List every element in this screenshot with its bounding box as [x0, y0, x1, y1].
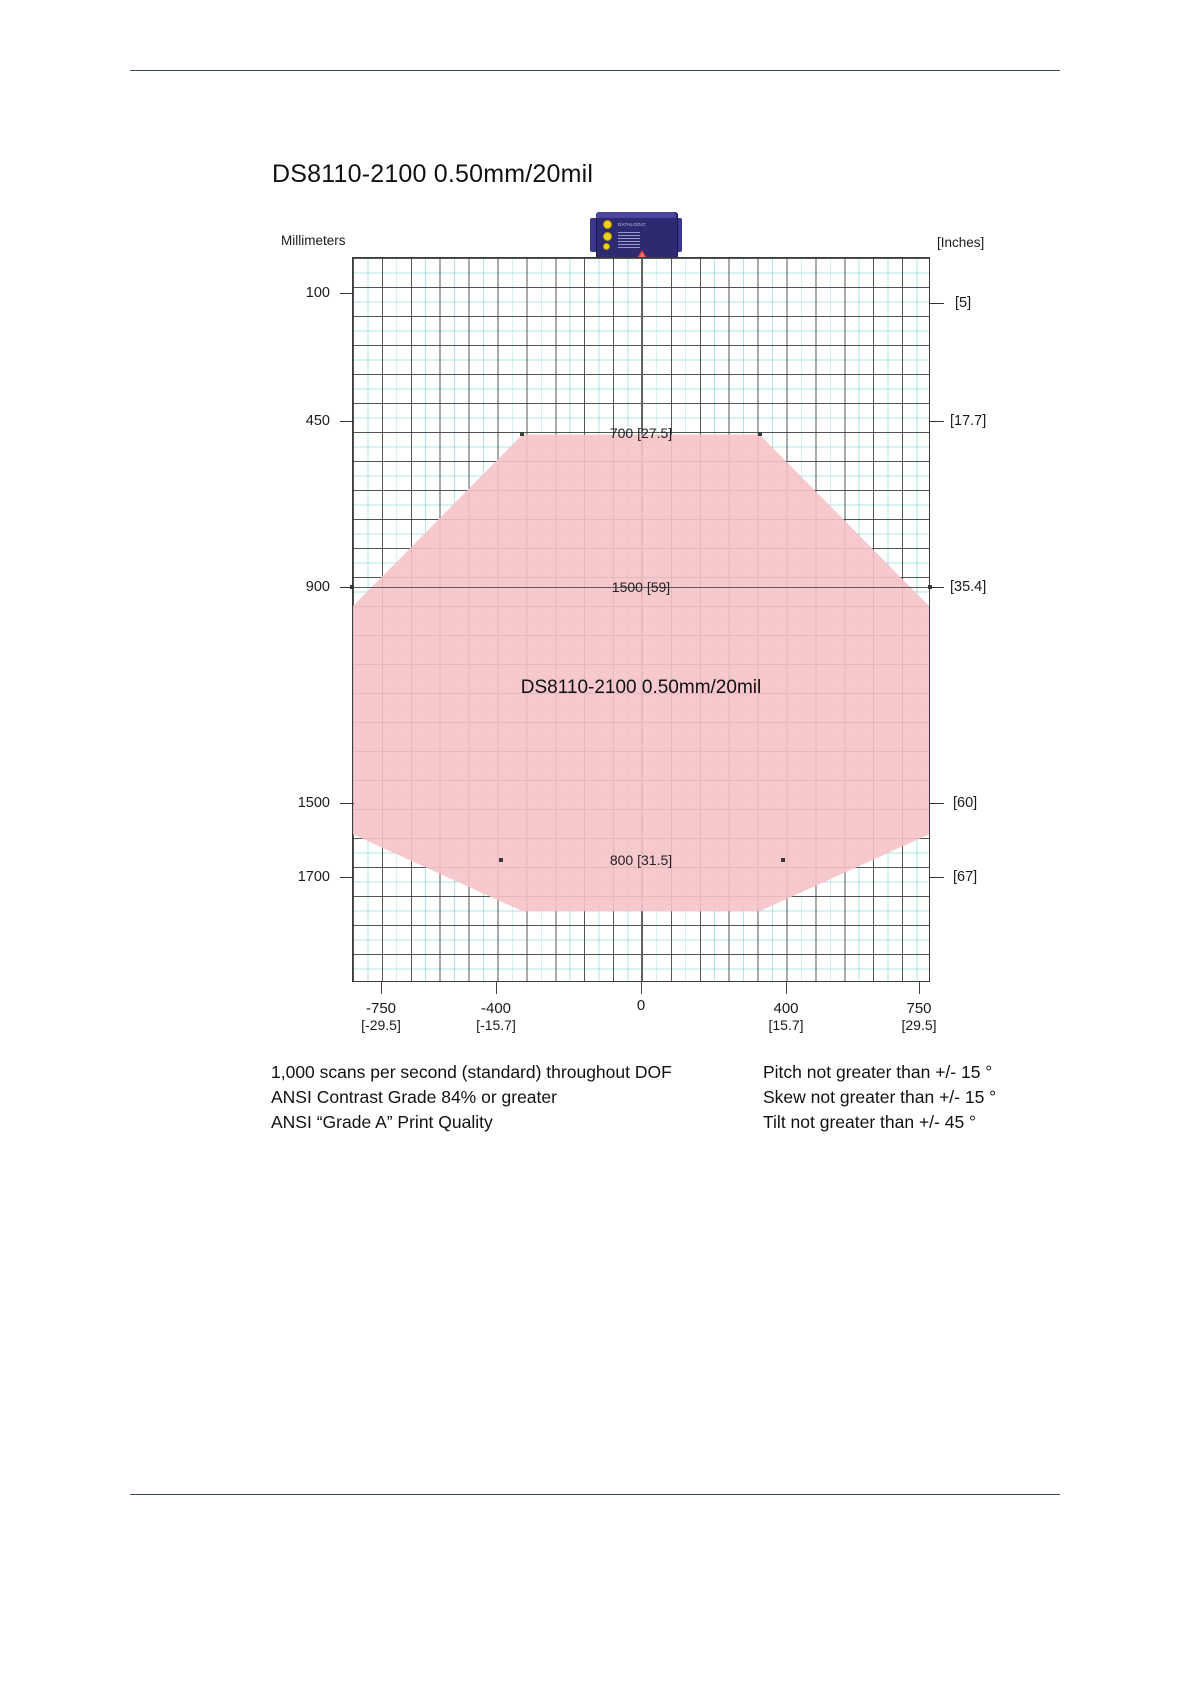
y-tick	[340, 803, 354, 804]
device-label-graphic	[618, 232, 640, 250]
x-sublabel-157: [15.7]	[768, 1017, 804, 1033]
y-label-in-67: [67]	[953, 869, 978, 885]
footer-rule	[130, 1494, 1060, 1495]
plot-area	[352, 257, 930, 982]
device-top-edge	[596, 212, 676, 218]
chart-inner-label: DS8110-2100 0.50mm/20mil	[520, 677, 762, 698]
x-label-neg750: -750	[365, 1000, 397, 1017]
y-label-450: 450	[305, 413, 330, 429]
y-label-in-5: [5]	[955, 295, 972, 311]
x-label-400: 400	[773, 1000, 799, 1017]
dim-line	[352, 587, 930, 588]
device-led-icon	[603, 243, 610, 250]
spec-skew: Skew not greater than +/- 15 °	[763, 1087, 997, 1107]
y-label-900: 900	[305, 579, 330, 595]
annotation-700: 700 [27.5]	[609, 425, 673, 441]
x-sublabel-neg295: [-29.5]	[361, 1017, 401, 1033]
header-rule	[130, 70, 1060, 71]
dim-marker	[781, 858, 785, 862]
page-title: DS8110-2100 0.50mm/20mil	[272, 160, 594, 188]
left-axis-unit-label: Millimeters	[281, 233, 346, 248]
y-label-1500: 1500	[297, 795, 330, 811]
x-sublabel-neg157: [-15.7]	[476, 1017, 516, 1033]
y-label-1700: 1700	[297, 869, 330, 885]
x-tick	[919, 982, 920, 994]
x-tick	[496, 982, 497, 994]
x-label-zero: 0	[636, 997, 646, 1014]
x-sublabel-295: [29.5]	[901, 1017, 937, 1033]
dim-marker	[499, 858, 503, 862]
reading-range-chart: 700 [27.5] 1500 [59] DS8110-2100 0.50mm/…	[350, 257, 932, 982]
annotation-800: 800 [31.5]	[609, 852, 673, 868]
y-tick-right	[930, 803, 944, 804]
dim-marker	[758, 432, 762, 436]
device-left-cap	[590, 218, 598, 252]
y-tick	[340, 421, 354, 422]
y-tick-right	[930, 303, 944, 304]
x-tick	[786, 982, 787, 994]
spec-tilt: Tilt not greater than +/- 45 °	[763, 1112, 977, 1132]
device-led-icon	[603, 220, 612, 229]
spec-contrast-grade: ANSI Contrast Grade 84% or greater	[271, 1087, 557, 1107]
specs-right-column: Pitch not greater than +/- 15 ° Skew not…	[763, 1060, 996, 1135]
y-tick	[340, 293, 354, 294]
y-tick	[340, 587, 354, 588]
y-tick	[340, 877, 354, 878]
reading-zone-polygon	[353, 258, 929, 981]
x-tick	[641, 982, 642, 994]
y-tick-right	[930, 587, 944, 588]
x-label-750: 750	[906, 1000, 932, 1017]
right-axis-unit-label: [Inches]	[937, 235, 985, 250]
device-led-icon	[603, 232, 612, 241]
device-right-cap	[674, 218, 682, 252]
y-tick-right	[930, 877, 944, 878]
device-brand-label: DATALOGIC	[618, 222, 647, 227]
specs-left-column: 1,000 scans per second (standard) throug…	[271, 1060, 672, 1135]
spec-print-quality: ANSI “Grade A” Print Quality	[271, 1112, 493, 1132]
y-tick-right	[930, 421, 944, 422]
y-label-100: 100	[305, 285, 330, 301]
x-tick	[381, 982, 382, 994]
spec-scan-rate: 1,000 scans per second (standard) throug…	[271, 1062, 672, 1082]
x-label-neg400: -400	[480, 1000, 512, 1017]
annotation-1500: 1500 [59]	[611, 579, 671, 595]
y-label-in-354: [35.4]	[950, 579, 987, 595]
spec-pitch: Pitch not greater than +/- 15 °	[763, 1062, 993, 1082]
dim-marker	[520, 432, 524, 436]
y-label-in-60: [60]	[953, 795, 978, 811]
y-label-in-177: [17.7]	[950, 413, 987, 429]
